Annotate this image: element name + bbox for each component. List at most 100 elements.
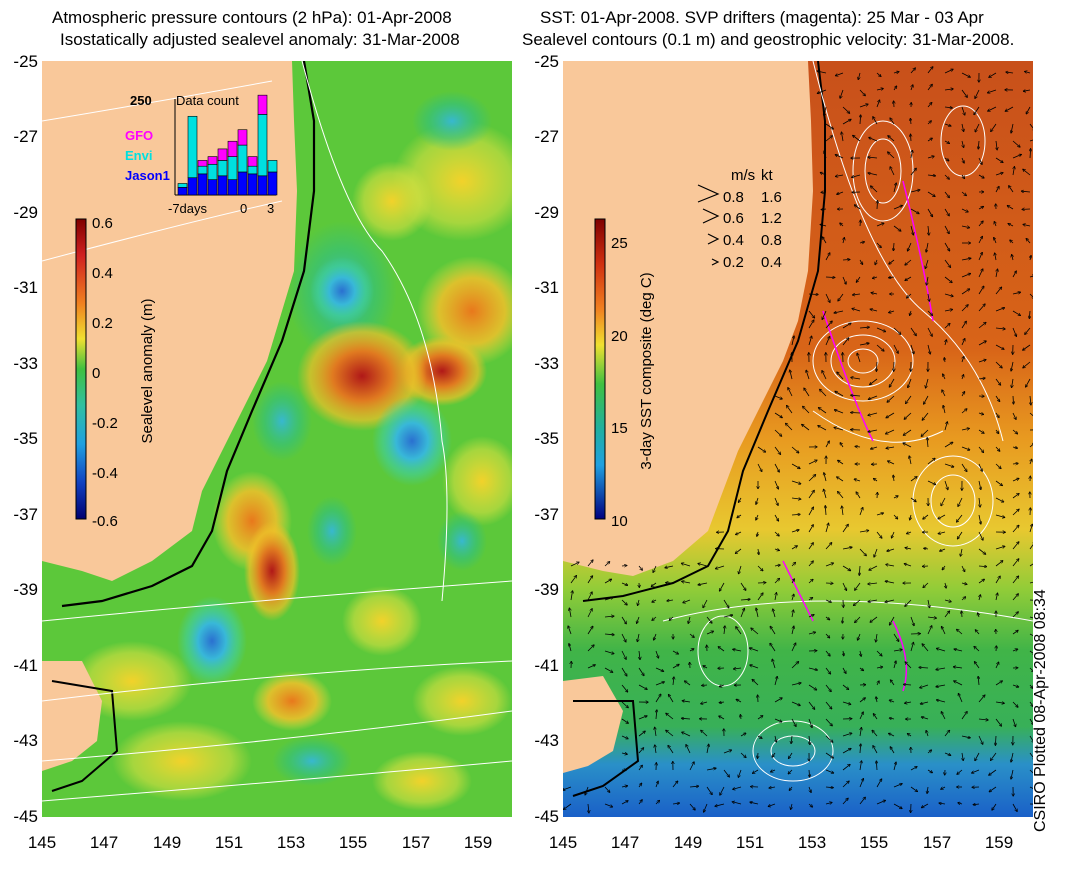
velocity-ms: 0.6	[723, 210, 744, 227]
velocity-arrow	[840, 89, 844, 98]
sla-tick: -0.2	[92, 415, 118, 432]
velocity-arrow	[621, 684, 628, 692]
velocity-arrow	[825, 599, 831, 602]
sst-tick: 25	[611, 235, 628, 252]
velocity-arrow	[808, 684, 816, 690]
velocity-arrow	[756, 497, 759, 504]
velocity-arrow	[978, 735, 983, 744]
data-count-inset: 250 Data count GFO Envi Jason1 -7days 0 …	[125, 93, 278, 216]
velocity-arrow	[860, 744, 861, 754]
velocity-arrow	[876, 89, 883, 90]
velocity-arrow	[689, 633, 694, 637]
velocity-arrow	[682, 563, 691, 567]
velocity-arrow	[621, 599, 627, 605]
velocity-arrow	[789, 752, 793, 758]
velocity-arrow	[857, 276, 861, 282]
velocity-arrow	[842, 701, 851, 704]
velocity-arrow	[771, 770, 776, 772]
velocity-arrow	[910, 169, 916, 176]
velocity-arrow	[604, 786, 610, 792]
data-count-bar-envi	[257, 114, 268, 177]
velocity-arrow	[978, 174, 984, 178]
velocity-arrow	[978, 157, 982, 164]
velocity-arrow	[910, 616, 914, 625]
velocity-arrow	[852, 174, 861, 177]
data-count-max: 250	[130, 93, 152, 108]
sla-tick: 0	[92, 365, 100, 382]
velocity-arrow	[859, 89, 865, 96]
velocity-ms: 0.8	[723, 189, 744, 206]
velocity-arrow	[1023, 225, 1031, 227]
velocity-arrow	[818, 426, 827, 431]
velocity-arrow	[893, 206, 902, 210]
velocity-arrow	[893, 242, 894, 250]
velocity-arrow	[927, 138, 932, 142]
velocity-arrow	[927, 626, 932, 635]
lon-label: 159	[984, 833, 1014, 852]
left-title-line2: Isostatically adjusted sealevel anomaly:…	[60, 30, 460, 49]
velocity-arrow	[570, 576, 576, 584]
velocity-arrow	[1029, 276, 1033, 277]
lon-label: 153	[797, 833, 827, 852]
sla-colorbar	[75, 218, 87, 520]
velocity-arrow	[893, 476, 894, 482]
velocity-arrow	[808, 803, 812, 807]
velocity-arrow	[724, 626, 725, 635]
velocity-arrow	[855, 479, 861, 481]
velocity-arrow	[819, 408, 827, 414]
right-title-line2: Sealevel contours (0.1 m) and geostrophi…	[522, 30, 1015, 49]
lon-label: 151	[735, 833, 765, 852]
velocity-arrow	[944, 157, 949, 161]
velocity-arrow	[937, 700, 946, 703]
velocity-arrow	[621, 633, 626, 642]
velocity-arrow	[910, 68, 915, 74]
velocity-arrow	[962, 752, 963, 760]
legend-gfo: GFO	[125, 128, 153, 143]
velocity-arrow	[1029, 701, 1033, 706]
velocity-arrow	[978, 286, 984, 295]
velocity-arrow	[944, 293, 953, 296]
lat-label: -43	[13, 731, 38, 750]
velocity-arrow	[737, 700, 742, 703]
velocity-arrow	[859, 104, 868, 108]
velocity-arrow	[1030, 460, 1032, 465]
velocity-arrow	[786, 424, 793, 431]
velocity-arrow	[852, 309, 861, 312]
velocity-arrow	[869, 565, 878, 570]
velocity-arrow	[908, 734, 912, 736]
velocity-arrow	[752, 680, 759, 686]
velocity-arrow	[961, 322, 966, 329]
sst-tick: 10	[611, 513, 628, 530]
velocity-arrow	[1030, 149, 1031, 159]
velocity-arrow	[893, 225, 901, 231]
velocity-arrow	[1029, 123, 1033, 131]
lat-label: -35	[13, 429, 38, 448]
velocity-arrow	[723, 615, 732, 618]
velocity-legend: m/s kt 0.8 1.6 0.6 1.2 0.4 0.8 0.2 0.4	[697, 167, 782, 271]
velocity-arrow	[1030, 256, 1031, 261]
velocity-arrow	[891, 680, 895, 686]
velocity-arrow	[887, 395, 895, 402]
velocity-arrow	[936, 668, 946, 670]
velocity-arrow	[703, 599, 708, 607]
velocity-arrow	[788, 769, 793, 774]
velocity-arrow	[978, 304, 985, 312]
velocity-arrow	[876, 779, 882, 788]
velocity-arrow	[893, 327, 901, 334]
velocity-arrow	[825, 506, 826, 516]
velocity-arrow	[1012, 684, 1018, 687]
velocity-arrow	[962, 357, 964, 363]
velocity-arrow	[1026, 378, 1031, 387]
velocity-arrow	[926, 242, 929, 252]
velocity-arrow	[874, 479, 878, 482]
velocity-arrow	[974, 647, 980, 652]
velocity-arrow	[825, 633, 829, 638]
velocity-arrow	[825, 735, 833, 742]
velocity-arrow	[769, 787, 776, 788]
legend-jason1: Jason1	[125, 168, 170, 183]
velocity-arrow	[961, 597, 965, 601]
velocity-arrow	[944, 358, 945, 363]
velocity-arrow	[975, 662, 980, 669]
velocity-arrow	[962, 123, 964, 131]
velocity-arrow	[874, 714, 878, 720]
